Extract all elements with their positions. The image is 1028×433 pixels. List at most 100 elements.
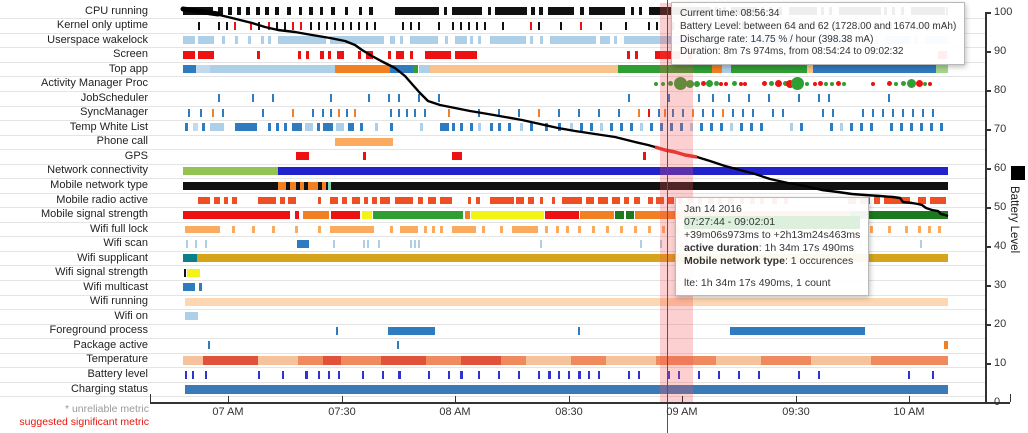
- timeline-segment-jobscheduler[interactable]: [398, 94, 400, 103]
- timeline-segment-mobile-radio-active[interactable]: [258, 196, 276, 204]
- timeline-segment-wifi-full-lock[interactable]: [272, 225, 275, 233]
- timeline-segment-activity-manager-proc[interactable]: [724, 81, 728, 86]
- timeline-segment-temp-white-list[interactable]: [460, 123, 463, 132]
- timeline-segment-syncmanager[interactable]: [822, 108, 824, 117]
- timeline-segment-syncmanager[interactable]: [752, 108, 754, 117]
- timeline-segment-temp-white-list[interactable]: [650, 123, 653, 132]
- timeline-segment-syncmanager[interactable]: [682, 108, 684, 117]
- timeline-segment-syncmanager[interactable]: [892, 108, 894, 117]
- timeline-segment-wifi-full-lock[interactable]: [578, 225, 581, 233]
- timeline-segment-kernel-only-uptime[interactable]: [366, 21, 368, 30]
- timeline-segment-kernel-only-uptime[interactable]: [250, 21, 252, 30]
- timeline-segment-syncmanager[interactable]: [330, 108, 332, 117]
- timeline-segment-wifi-scan[interactable]: [367, 239, 369, 248]
- timeline-segment-battery-level[interactable]: [638, 370, 640, 379]
- timeline-segment-top-app[interactable]: [183, 65, 196, 74]
- timeline-segment-syncmanager[interactable]: [902, 108, 904, 117]
- timeline-segment-battery-level[interactable]: [548, 370, 551, 379]
- timeline-segment-temp-white-list[interactable]: [193, 123, 198, 132]
- timeline-segment-battery-level[interactable]: [932, 370, 934, 379]
- timeline-segment-temp-white-list[interactable]: [800, 123, 803, 132]
- timeline-segment-temp-white-list[interactable]: [317, 123, 320, 132]
- timeline-segment-mobile-signal-strength[interactable]: [303, 210, 329, 219]
- timeline-segment-kernel-only-uptime[interactable]: [625, 21, 627, 30]
- timeline-segment-mobile-radio-active[interactable]: [380, 196, 390, 204]
- timeline-segment-kernel-only-uptime[interactable]: [580, 21, 582, 30]
- timeline-segment-jobscheduler[interactable]: [698, 94, 700, 103]
- timeline-segment-temp-white-list[interactable]: [740, 123, 743, 132]
- timeline-segment-temp-white-list[interactable]: [520, 123, 523, 132]
- timeline-segment-temp-white-list[interactable]: [840, 123, 843, 132]
- timeline-segment-screen[interactable]: [396, 50, 404, 59]
- timeline-segment-wifi-scan[interactable]: [540, 239, 542, 248]
- timeline-segment-wifi-full-lock[interactable]: [888, 225, 891, 233]
- timeline-segment-screen[interactable]: [328, 50, 331, 59]
- timeline-segment-battery-level[interactable]: [328, 370, 330, 379]
- timeline-segment-cpu-running[interactable]: [369, 7, 373, 15]
- timeline-segment-kernel-only-uptime[interactable]: [318, 21, 320, 30]
- timeline-segment-temperature[interactable]: [203, 355, 258, 365]
- timeline-segment-activity-manager-proc[interactable]: [830, 81, 834, 86]
- timeline-segment-kernel-only-uptime[interactable]: [342, 21, 344, 30]
- timeline-segment-syncmanager[interactable]: [862, 108, 864, 117]
- timeline-segment-syncmanager[interactable]: [912, 108, 914, 117]
- timeline-segment-temp-white-list[interactable]: [508, 123, 511, 132]
- timeline-segment-battery-level[interactable]: [398, 370, 401, 379]
- timeline-segment-temperature[interactable]: [501, 355, 526, 365]
- timeline-segment-temperature[interactable]: [606, 355, 656, 365]
- timeline-segment-mobile-signal-strength[interactable]: [331, 210, 360, 219]
- timeline-segment-temp-white-list[interactable]: [890, 123, 893, 132]
- timeline-segment-screen[interactable]: [358, 50, 361, 59]
- timeline-segment-syncmanager[interactable]: [398, 108, 400, 117]
- timeline-segment-jobscheduler[interactable]: [818, 94, 820, 103]
- timeline-segment-top-app[interactable]: [712, 65, 722, 74]
- timeline-segment-jobscheduler[interactable]: [748, 94, 750, 103]
- timeline-segment-temp-white-list[interactable]: [268, 123, 271, 132]
- timeline-segment-mobile-radio-active[interactable]: [440, 196, 452, 204]
- timeline-segment-wifi-scan[interactable]: [195, 239, 197, 248]
- timeline-segment-battery-level[interactable]: [258, 370, 260, 379]
- timeline-segment-gps[interactable]: [643, 152, 646, 161]
- timeline-segment-syncmanager[interactable]: [312, 108, 314, 117]
- timeline-segment-syncmanager[interactable]: [712, 108, 714, 117]
- timeline-segment-activity-manager-proc[interactable]: [694, 80, 700, 87]
- timeline-segment-temp-white-list[interactable]: [420, 123, 423, 132]
- timeline-segment-jobscheduler[interactable]: [438, 94, 440, 103]
- timeline-segment-syncmanager[interactable]: [732, 108, 734, 117]
- timeline-segment-battery-level[interactable]: [818, 370, 820, 379]
- timeline-segment-screen[interactable]: [635, 50, 638, 59]
- timeline-segment-temp-white-list[interactable]: [760, 123, 763, 132]
- timeline-segment-mobile-radio-active[interactable]: [598, 196, 608, 204]
- timeline-segment-screen[interactable]: [306, 50, 309, 59]
- timeline-segment-cpu-running[interactable]: [359, 7, 362, 15]
- timeline-segment-battery-level[interactable]: [185, 370, 187, 379]
- timeline-segment-syncmanager[interactable]: [658, 108, 660, 117]
- timeline-segment-syncmanager[interactable]: [424, 108, 426, 117]
- timeline-segment-mobile-radio-active[interactable]: [372, 196, 377, 204]
- timeline-segment-kernel-only-uptime[interactable]: [530, 21, 532, 30]
- timeline-segment-jobscheduler[interactable]: [330, 94, 332, 103]
- timeline-segment-wifi-scan[interactable]: [418, 239, 420, 248]
- timeline-segment-battery-level[interactable]: [205, 370, 207, 379]
- timeline-segment-temperature[interactable]: [571, 355, 606, 365]
- timeline-segment-temp-white-list[interactable]: [940, 123, 943, 132]
- timeline-segment-syncmanager[interactable]: [448, 108, 450, 117]
- timeline-segment-mobile-radio-active[interactable]: [540, 196, 543, 204]
- timeline-segment-battery-level[interactable]: [908, 370, 910, 379]
- timeline-segment-wifi-scan[interactable]: [920, 239, 922, 248]
- timeline-segment-activity-manager-proc[interactable]: [774, 80, 782, 88]
- timeline-segment-userspace-wakelock[interactable]: [410, 36, 438, 45]
- timeline-segment-jobscheduler[interactable]: [272, 94, 274, 103]
- timeline-segment-charging-status[interactable]: [185, 384, 948, 394]
- timeline-segment-temp-white-list[interactable]: [640, 123, 643, 132]
- timeline-segment-kernel-only-uptime[interactable]: [452, 21, 454, 30]
- timeline-segment-wifi-full-lock[interactable]: [330, 225, 374, 233]
- timeline-segment-activity-manager-proc[interactable]: [761, 81, 767, 87]
- timeline-segment-syncmanager[interactable]: [390, 108, 392, 117]
- timeline-segment-activity-manager-proc[interactable]: [886, 81, 892, 87]
- timeline-segment-wifi-full-lock[interactable]: [482, 225, 485, 233]
- timeline-segment-temp-white-list[interactable]: [202, 123, 205, 132]
- timeline-segment-foreground-process[interactable]: [388, 326, 435, 335]
- timeline-segment-cpu-running[interactable]: [237, 7, 241, 15]
- timeline-segment-top-app[interactable]: [722, 65, 731, 74]
